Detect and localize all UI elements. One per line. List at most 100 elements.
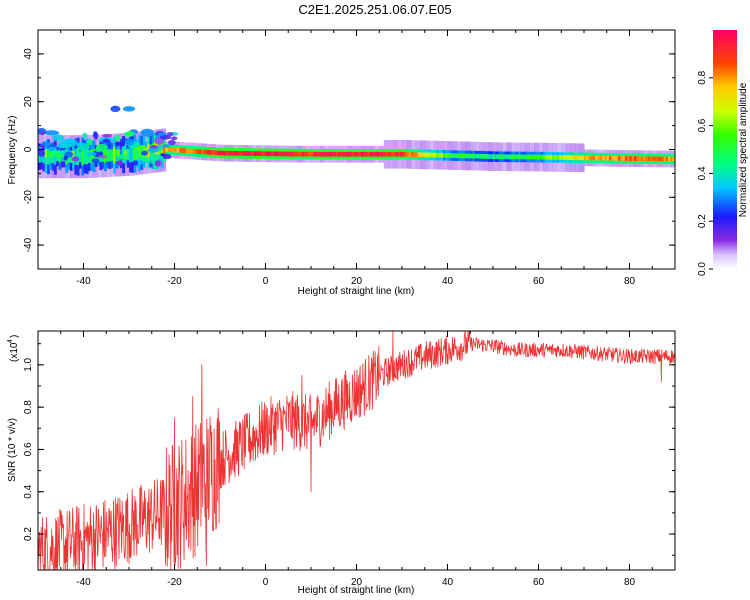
- snr-scale-note: (x10 4 ): [7, 335, 20, 362]
- spectrogram-speckle: [60, 144, 73, 148]
- spectrogram-band-core: [395, 151, 399, 157]
- spectrogram-band-core: [622, 156, 626, 161]
- spectrogram-speckle: [157, 145, 163, 151]
- spectrogram-speckle: [135, 156, 142, 160]
- spectrogram-band-core: [370, 151, 374, 157]
- spectrogram-burst: [110, 105, 121, 113]
- spectrogram-band-core: [340, 151, 344, 157]
- spectrogram-speckle: [52, 134, 65, 142]
- spectrogram-band-core: [215, 150, 219, 156]
- spectrogram-band-core: [349, 151, 353, 157]
- spectrogram-band-core: [606, 155, 610, 161]
- spectrogram-band-core: [317, 151, 321, 157]
- spectrogram-band-core: [638, 156, 642, 162]
- spectrogram-band-core: [115, 148, 119, 162]
- spectrogram-band-core: [283, 151, 287, 157]
- spectrogram-speckle: [116, 160, 124, 166]
- spectrogram-band-core: [336, 151, 339, 157]
- spectrogram-band-core: [392, 151, 396, 157]
- spectrogram-band-core: [131, 145, 135, 163]
- spectrogram-band-core: [270, 151, 273, 157]
- spectrogram-band-core: [586, 155, 590, 161]
- spectrogram-band-core: [499, 154, 503, 160]
- spectrogram-burst: [44, 130, 60, 136]
- spectrogram-band-core: [649, 156, 653, 162]
- spectrogram-speckle: [114, 134, 121, 142]
- spectrogram-band-core: [172, 147, 176, 153]
- spectrogram-band-core: [351, 151, 355, 157]
- spectrogram-band-core: [481, 154, 485, 159]
- colorbar-ticks: 0.0 0.2 0.4 0.6 0.8: [697, 70, 713, 276]
- spectrogram-ytick-label: -40: [23, 237, 34, 252]
- spectrogram-speckle: [147, 147, 159, 153]
- snr-ytick-label: 0.6: [23, 442, 34, 456]
- spectrogram-band-core: [665, 156, 669, 162]
- spectrogram-band-core: [201, 149, 205, 155]
- spectrogram-band-core: [229, 150, 232, 156]
- spectrogram-band-core: [599, 155, 603, 161]
- spectrogram-band-core: [390, 151, 394, 157]
- spectrogram-band-core: [643, 156, 647, 162]
- snr-xtick-label: 40: [442, 577, 454, 588]
- spectrogram-band-core: [308, 151, 312, 157]
- spectrogram-band-core: [568, 155, 571, 160]
- spectrogram-band-core: [76, 148, 80, 166]
- spectrogram-band-core: [176, 147, 180, 153]
- spectrogram-speckle: [38, 149, 45, 157]
- spectrogram-band-core: [279, 151, 283, 157]
- colorbar-tick-label: 0.6: [697, 118, 708, 132]
- spectrogram-band-core: [342, 151, 346, 157]
- snr-xtick-label: 60: [533, 577, 545, 588]
- spectrogram-speckle: [95, 143, 108, 152]
- spectrogram-speckle: [72, 142, 84, 146]
- spectrogram-band-core: [288, 151, 292, 157]
- spectrogram-band-core: [224, 150, 228, 156]
- spectrogram-band-core: [320, 151, 323, 157]
- spectrogram-band-core: [106, 149, 110, 162]
- spectrogram-band-core: [220, 150, 223, 156]
- spectrogram-band-core: [47, 148, 50, 165]
- spectrogram-speckle: [42, 158, 52, 164]
- spectrogram-speckle: [86, 152, 97, 157]
- spectrogram-band-core: [433, 152, 437, 158]
- spectrogram-band-core: [126, 148, 130, 161]
- spectrogram-band-core: [329, 151, 333, 157]
- spectrogram-band-core: [272, 151, 276, 157]
- spectrogram-band-core: [618, 156, 621, 161]
- spectrogram-band-core: [467, 153, 471, 159]
- spectrogram-band-core: [376, 151, 380, 157]
- spectrogram-burst: [140, 128, 154, 137]
- spectrogram-band-core: [558, 155, 562, 160]
- spectrogram-band-core: [240, 151, 244, 156]
- spectrogram-band-core: [85, 148, 89, 165]
- spectrogram-speckle: [97, 155, 108, 159]
- spectrogram-band-core: [436, 152, 439, 158]
- spectrogram-ytick-label: 20: [23, 96, 34, 108]
- spectrogram-speckle: [63, 155, 68, 161]
- spectrogram-band-core: [442, 152, 446, 158]
- spectrogram-band-core: [242, 151, 246, 156]
- spectrogram-band-core: [295, 151, 298, 157]
- snr-y-ticks: 0.2 0.4 0.6 0.8 1.0: [23, 343, 675, 556]
- snr-series-line: [38, 331, 675, 570]
- spectrogram-band-core: [465, 153, 469, 159]
- spectrogram-band-core: [538, 154, 542, 160]
- spectrogram-band-core: [354, 151, 358, 157]
- spectrogram-band-core: [440, 152, 444, 158]
- spectrogram-band-core: [456, 153, 460, 159]
- spectrogram-band-core: [311, 151, 314, 157]
- spectrogram-band-core: [222, 150, 226, 156]
- spectrogram-speckle: [166, 132, 174, 137]
- spectrogram-band-core: [383, 151, 387, 157]
- spectrogram-heatmap: [38, 105, 675, 179]
- spectrogram-band-core: [602, 155, 606, 161]
- spectrogram-band-core: [188, 148, 192, 154]
- spectrogram-band-core: [386, 151, 389, 157]
- spectrogram-band-core: [488, 154, 492, 159]
- spectrogram-band-core: [78, 151, 82, 163]
- spectrogram-band-core: [226, 150, 230, 156]
- spectrogram-speckle: [102, 139, 111, 143]
- spectrogram-band-core: [613, 155, 617, 161]
- spectrogram-band-core: [210, 150, 214, 155]
- spectrogram-speckle: [39, 144, 45, 148]
